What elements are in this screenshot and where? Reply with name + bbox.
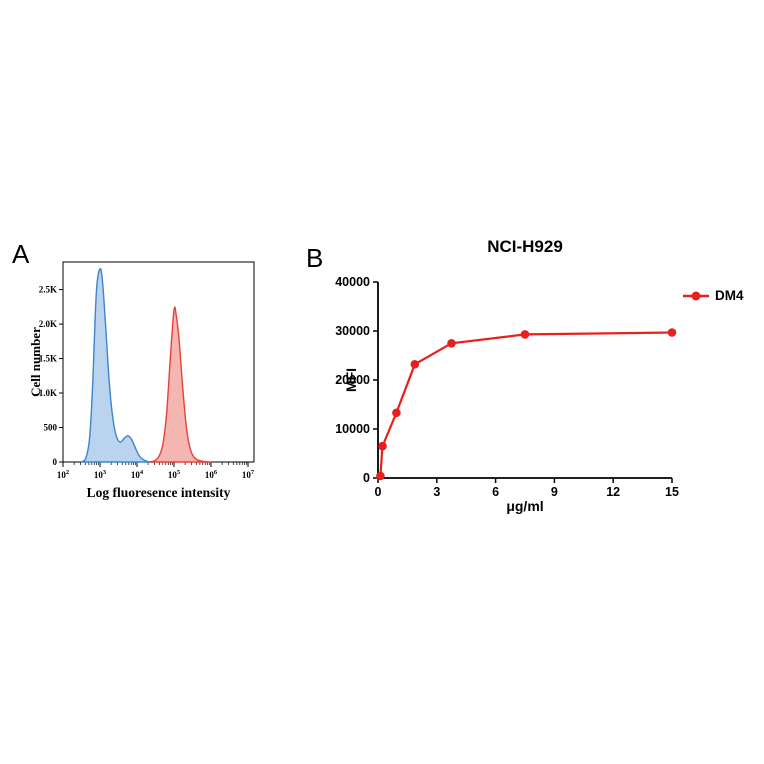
svg-text:107: 107 bbox=[242, 469, 255, 480]
svg-text:500: 500 bbox=[44, 423, 58, 433]
svg-text:106: 106 bbox=[205, 469, 218, 480]
svg-text:10000: 10000 bbox=[335, 422, 370, 436]
svg-text:104: 104 bbox=[131, 469, 144, 480]
svg-text:2.0K: 2.0K bbox=[39, 319, 57, 329]
svg-text:12: 12 bbox=[606, 485, 620, 499]
legend-marker-icon bbox=[683, 291, 709, 300]
svg-text:102: 102 bbox=[57, 469, 69, 480]
flow-x-axis-label: Log fluoresence intensity bbox=[86, 485, 231, 500]
svg-text:40000: 40000 bbox=[335, 275, 370, 289]
svg-text:2.5K: 2.5K bbox=[39, 285, 57, 295]
mfi-y-axis-label: MFI bbox=[343, 367, 359, 393]
svg-text:1.0K: 1.0K bbox=[39, 388, 57, 398]
svg-text:103: 103 bbox=[94, 469, 107, 480]
svg-text:30000: 30000 bbox=[335, 324, 370, 338]
legend-label: DM4 bbox=[715, 288, 744, 303]
svg-text:15: 15 bbox=[665, 485, 679, 499]
binding-curve-chart: 0 3 6 9 12 15 0 10000 20000 30000 40000 bbox=[335, 275, 679, 499]
svg-text:105: 105 bbox=[168, 469, 181, 480]
svg-text:1.5K: 1.5K bbox=[39, 354, 57, 364]
panel-a-label: A bbox=[12, 239, 30, 269]
svg-text:9: 9 bbox=[551, 485, 558, 499]
svg-text:0: 0 bbox=[375, 485, 382, 499]
concentration-x-axis-label: μg/ml bbox=[506, 498, 544, 514]
svg-text:20000: 20000 bbox=[335, 373, 370, 387]
flow-y-axis-label: Cell number bbox=[28, 327, 43, 397]
legend: DM4 bbox=[682, 288, 744, 303]
svg-text:3: 3 bbox=[433, 485, 440, 499]
svg-text:0: 0 bbox=[53, 457, 58, 467]
flow-histogram-chart: 0 500 1.0K 1.5K 2.0K 2.5K 102 103 104 105 106 107 bbox=[39, 261, 255, 480]
panel-b-label: B bbox=[306, 243, 324, 273]
panel-b-chart-title: NCI-H929 bbox=[487, 237, 563, 256]
svg-text:6: 6 bbox=[492, 485, 499, 499]
svg-text:0: 0 bbox=[363, 471, 370, 485]
